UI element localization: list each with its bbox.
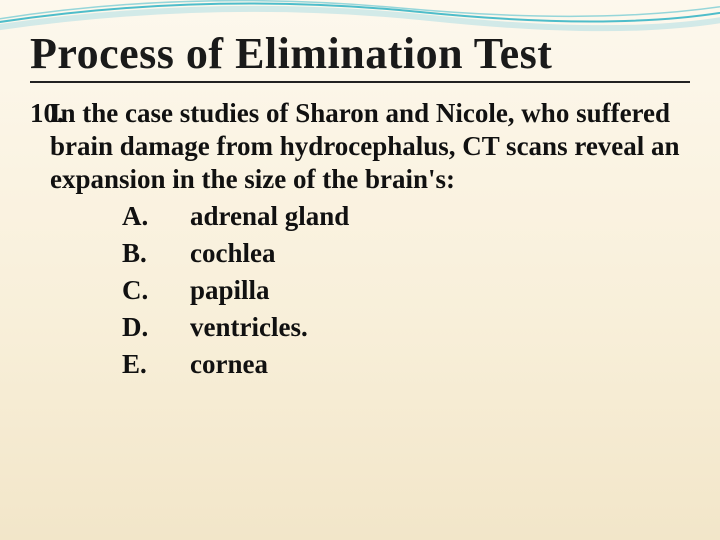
option-letter: C. <box>122 274 190 307</box>
option-row: C. papilla <box>122 274 690 307</box>
option-letter: D. <box>122 311 190 344</box>
option-row: B. cochlea <box>122 237 690 270</box>
option-text: ventricles. <box>190 311 690 344</box>
option-letter: A. <box>122 200 190 233</box>
option-text: papilla <box>190 274 690 307</box>
options-list: A. adrenal gland B. cochlea C. papilla D… <box>122 200 690 381</box>
option-text: adrenal gland <box>190 200 690 233</box>
slide-content: Process of Elimination Test 10. In the c… <box>0 0 720 381</box>
option-row: D. ventricles. <box>122 311 690 344</box>
option-text: cornea <box>190 348 690 381</box>
question-stem: In the case studies of Sharon and Nicole… <box>50 97 690 196</box>
option-row: A. adrenal gland <box>122 200 690 233</box>
option-letter: E. <box>122 348 190 381</box>
slide-title: Process of Elimination Test <box>30 28 690 83</box>
option-row: E. cornea <box>122 348 690 381</box>
question-block: 10. In the case studies of Sharon and Ni… <box>30 97 690 381</box>
option-text: cochlea <box>190 237 690 270</box>
option-letter: B. <box>122 237 190 270</box>
